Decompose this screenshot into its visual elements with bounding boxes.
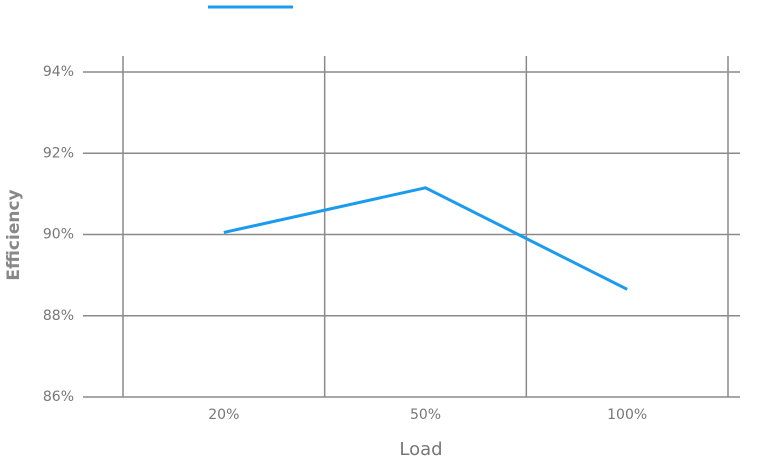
y-axis-title: Efficiency <box>4 189 24 280</box>
y-tick-label: 86% <box>43 389 74 405</box>
x-axis-title: Load <box>399 439 442 458</box>
y-tick-label: 94% <box>43 64 74 80</box>
x-tick-label: 100% <box>607 407 647 423</box>
y-tick-label: 88% <box>43 308 74 324</box>
y-tick-label: 92% <box>43 145 74 161</box>
x-tick-label: 50% <box>410 407 441 423</box>
line-series <box>223 186 628 291</box>
x-tick-label: 20% <box>208 407 239 423</box>
y-tick-label: 90% <box>43 227 74 243</box>
